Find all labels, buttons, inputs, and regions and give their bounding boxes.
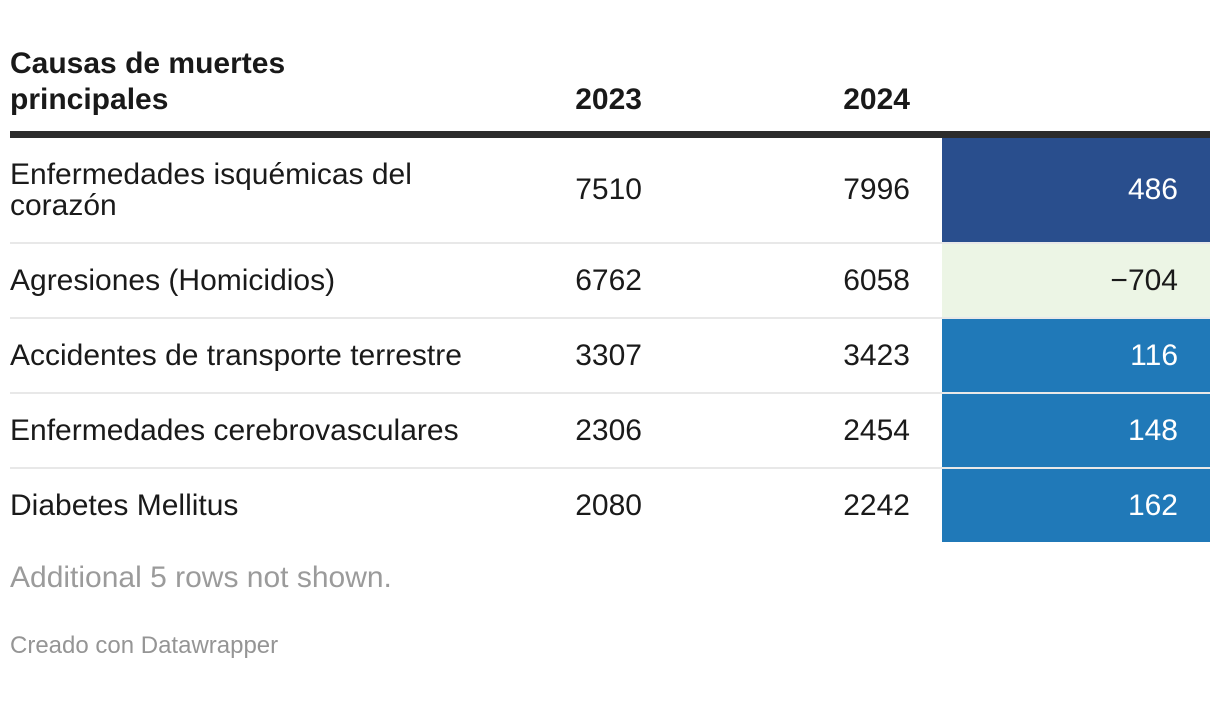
row-label: Accidentes de transporte terrestre [10,339,462,372]
row-label: Enfermedades isquémicas del corazón [10,158,412,222]
table-row: Diabetes Mellitus 2080 2242 162 [10,467,1210,542]
value-2024: 7996 [843,173,910,206]
datawrapper-credit-link[interactable]: Creado con Datawrapper [10,632,279,659]
value-2023: 7510 [575,173,642,206]
diff-cell: 148 [942,394,1210,467]
column-header-2023: 2023 [575,83,642,116]
table-header-row: Causas de muertes principales 2023 2024 [10,0,1210,138]
row-label: Diabetes Mellitus [10,489,239,522]
value-2023: 2306 [575,413,642,447]
column-header-2024: 2024 [843,83,910,116]
diff-cell: 116 [942,319,1210,392]
diff-cell: 486 [942,138,1210,242]
diff-cell: −704 [942,244,1210,317]
table-row: Accidentes de transporte terrestre 3307 … [10,317,1210,392]
table-row: Enfermedades isquémicas del corazón 7510… [10,138,1210,242]
diff-cell: 162 [942,469,1210,542]
row-label: Agresiones (Homicidios) [10,264,336,297]
value-2023: 3307 [575,338,642,372]
value-2024: 2242 [843,488,910,522]
row-label: Enfermedades cerebrovasculares [10,414,459,447]
value-2024: 3423 [843,338,910,372]
page-title: Causas de muertes principales [10,47,286,116]
value-2023: 6762 [575,263,642,297]
value-2024: 2454 [843,413,910,447]
table-row: Agresiones (Homicidios) 6762 6058 −704 [10,242,1210,317]
table-row: Enfermedades cerebrovasculares 2306 2454… [10,392,1210,467]
table: Causas de muertes principales 2023 2024 … [10,0,1210,542]
rows-not-shown-note: Additional 5 rows not shown. [10,561,392,594]
value-2023: 2080 [575,488,642,522]
value-2024: 6058 [843,263,910,297]
